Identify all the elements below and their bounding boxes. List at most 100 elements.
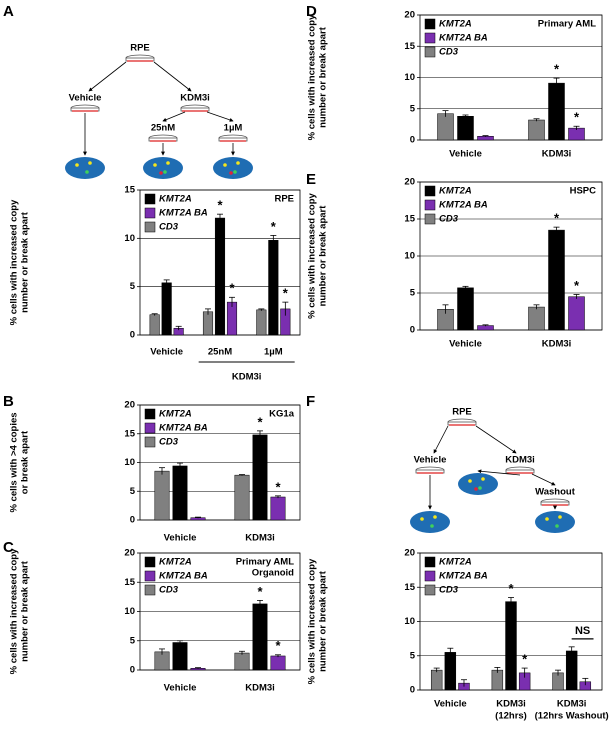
y-axis-label: number or break apart bbox=[20, 211, 31, 313]
x-tick-label: 1µM bbox=[264, 347, 283, 358]
legend-swatch bbox=[424, 213, 436, 225]
legend-label: CD3 bbox=[159, 222, 179, 233]
diagram-label: RPE bbox=[452, 407, 472, 418]
bar bbox=[268, 240, 279, 336]
y-axis-label: % cells with increased copy bbox=[307, 14, 318, 140]
y-tick-label: 0 bbox=[410, 325, 415, 336]
panel-label: A bbox=[3, 3, 14, 20]
error-bar bbox=[555, 669, 562, 676]
y-tick-label: 0 bbox=[130, 515, 135, 526]
y-axis-label: number or break apart bbox=[318, 26, 329, 128]
y-tick-label: 0 bbox=[410, 685, 415, 696]
legend-swatch bbox=[424, 46, 436, 58]
y-tick-label: 20 bbox=[124, 548, 135, 559]
error-bar bbox=[482, 135, 489, 137]
legend-swatch bbox=[144, 408, 156, 420]
error-bar bbox=[521, 667, 528, 678]
cell bbox=[410, 511, 450, 533]
error-bar bbox=[533, 118, 540, 122]
diagram-label: KDM3i bbox=[505, 455, 535, 466]
cell-dot bbox=[153, 163, 157, 167]
y-axis-label: % cells with >4 copies bbox=[9, 412, 20, 512]
significance-marker: * bbox=[229, 281, 235, 296]
legend-label: KMT2A BA bbox=[439, 200, 488, 211]
legend-label: CD3 bbox=[159, 585, 179, 596]
y-tick-label: 5 bbox=[410, 288, 416, 299]
error-bar bbox=[582, 677, 589, 686]
cell-dot bbox=[555, 524, 559, 528]
significance-marker: * bbox=[283, 286, 289, 301]
significance-marker: * bbox=[257, 414, 263, 429]
panel-label: D bbox=[306, 3, 317, 20]
error-bar bbox=[447, 647, 454, 657]
error-bar bbox=[175, 325, 182, 331]
cell-dot bbox=[481, 477, 485, 481]
bar bbox=[528, 119, 545, 141]
x-tick-label: KDM3i bbox=[557, 699, 587, 710]
y-axis-label: % cells with increased copy bbox=[307, 558, 318, 684]
x-tick-label: 25nM bbox=[208, 347, 232, 358]
legend-label: CD3 bbox=[159, 437, 179, 448]
significance-marker: * bbox=[574, 110, 580, 125]
significance-marker: * bbox=[508, 581, 514, 596]
cell-dot bbox=[159, 171, 163, 175]
cell-dot bbox=[420, 517, 424, 521]
y-tick-label: 0 bbox=[130, 330, 135, 341]
legend-swatch bbox=[424, 556, 436, 568]
legend-swatch bbox=[144, 556, 156, 568]
y-tick-label: 10 bbox=[404, 616, 415, 627]
error-bar bbox=[257, 599, 263, 608]
bar bbox=[270, 655, 286, 671]
cell bbox=[213, 157, 253, 179]
legend-swatch bbox=[424, 584, 436, 596]
error-bar bbox=[275, 654, 281, 658]
bar bbox=[457, 116, 474, 141]
error-bar bbox=[275, 495, 281, 499]
significance-marker: * bbox=[554, 211, 560, 226]
group-label: KDM3i bbox=[232, 372, 262, 383]
diagram-label: 25nM bbox=[151, 123, 175, 134]
y-tick-label: 5 bbox=[410, 650, 416, 661]
chart-title: HSPC bbox=[570, 186, 597, 197]
x-tick-label: Vehicle bbox=[150, 347, 183, 358]
chart-title: KG1a bbox=[269, 409, 295, 420]
diagram-label: Washout bbox=[535, 487, 576, 498]
y-axis-label: number or break apart bbox=[318, 205, 329, 307]
y-tick-label: 15 bbox=[124, 577, 135, 588]
significance-marker: * bbox=[275, 479, 281, 494]
arrow bbox=[153, 61, 192, 92]
y-tick-label: 0 bbox=[130, 665, 135, 676]
y-tick-label: 5 bbox=[130, 635, 136, 646]
y-tick-label: 15 bbox=[404, 41, 415, 52]
y-axis-label: or break apart bbox=[20, 430, 31, 494]
legend-label: KMT2A BA bbox=[159, 423, 208, 434]
error-bar bbox=[159, 467, 165, 475]
error-bar bbox=[239, 650, 245, 655]
y-tick-label: 15 bbox=[404, 582, 415, 593]
cell-dot bbox=[545, 517, 549, 521]
legend-label: CD3 bbox=[439, 585, 459, 596]
legend-label: KMT2A bbox=[439, 19, 472, 30]
legend-label: KMT2A BA bbox=[439, 33, 488, 44]
bar bbox=[149, 314, 160, 336]
error-bar bbox=[433, 667, 440, 673]
bar bbox=[154, 470, 170, 521]
arrow bbox=[206, 111, 234, 122]
cell-dot bbox=[163, 170, 167, 174]
bar bbox=[568, 296, 585, 331]
y-tick-label: 10 bbox=[124, 233, 135, 244]
panel-label: E bbox=[306, 171, 316, 188]
y-tick-label: 15 bbox=[404, 214, 415, 225]
cell-dot bbox=[88, 161, 92, 165]
error-bar bbox=[163, 279, 170, 286]
error-bar bbox=[205, 308, 211, 315]
x-tick-label: KDM3i bbox=[542, 149, 572, 160]
y-tick-label: 5 bbox=[130, 486, 136, 497]
chart-title: Primary AML bbox=[538, 19, 596, 30]
error-bar bbox=[568, 646, 575, 656]
bar bbox=[252, 603, 268, 671]
legend-label: CD3 bbox=[439, 47, 459, 58]
error-bar bbox=[195, 667, 201, 669]
bar bbox=[226, 301, 238, 336]
error-bar bbox=[229, 296, 235, 307]
